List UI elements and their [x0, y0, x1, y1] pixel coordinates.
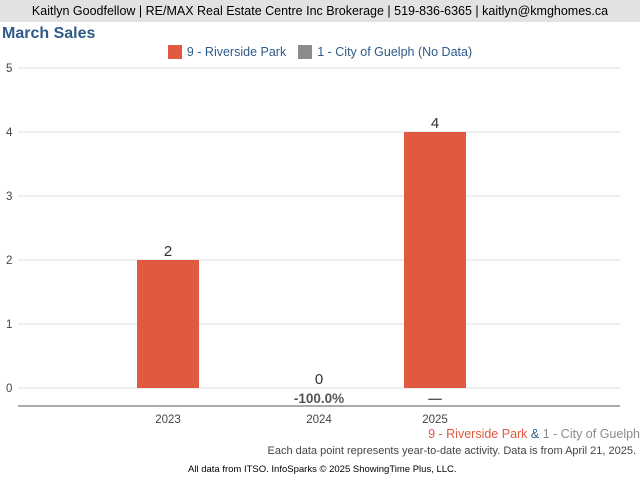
footer-series-secondary: 1 - City of Guelph — [542, 427, 640, 441]
legend-swatch-riverside-park — [167, 45, 182, 59]
source-credit: All data from ITSO. InfoSparks © 2025 Sh… — [188, 464, 457, 475]
chart-legend: 9 - Riverside Park 1 - City of Guelph (N… — [0, 45, 640, 59]
change-label-2025: — — [428, 391, 442, 406]
x-tick-label: 2024 — [306, 414, 332, 426]
change-label-2024: -100.0% — [294, 391, 344, 406]
footnote: Each data point represents year-to-date … — [267, 445, 636, 457]
legend-swatch-city-of-guelph — [298, 45, 313, 59]
footer-ampersand: & — [527, 427, 543, 441]
legend-label-city-of-guelph: 1 - City of Guelph (No Data) — [317, 45, 473, 59]
legend-entry-riverside-park[interactable]: 9 - Riverside Park — [167, 45, 287, 59]
chart-title: March Sales — [2, 25, 96, 42]
legend-label-riverside-park: 9 - Riverside Park — [186, 45, 287, 59]
bar-value-label-2025: 4 — [431, 115, 439, 132]
bar-2023 — [137, 260, 199, 388]
footer-series-primary: 9 - Riverside Park — [428, 427, 528, 441]
x-tick-label: 2025 — [422, 414, 448, 426]
footer-series-caption: 9 - Riverside Park & 1 - City of Guelph — [428, 427, 640, 441]
y-tick-label: 5 — [6, 63, 12, 75]
y-tick-label: 2 — [6, 255, 12, 267]
y-tick-label: 1 — [6, 319, 12, 331]
y-tick-label: 3 — [6, 191, 12, 203]
y-tick-label: 4 — [6, 127, 13, 139]
contact-text: Kaitlyn Goodfellow | RE/MAX Real Estate … — [31, 4, 609, 18]
contact-header: Kaitlyn Goodfellow | RE/MAX Real Estate … — [0, 0, 640, 22]
x-tick-label: 2023 — [155, 414, 181, 426]
legend-entry-city-of-guelph[interactable]: 1 - City of Guelph (No Data) — [298, 45, 472, 59]
bar-2025 — [404, 132, 466, 388]
bar-value-label-2023: 2 — [164, 243, 172, 260]
bar-value-label-2024: 0 — [315, 371, 323, 388]
y-tick-label: 0 — [6, 383, 12, 395]
